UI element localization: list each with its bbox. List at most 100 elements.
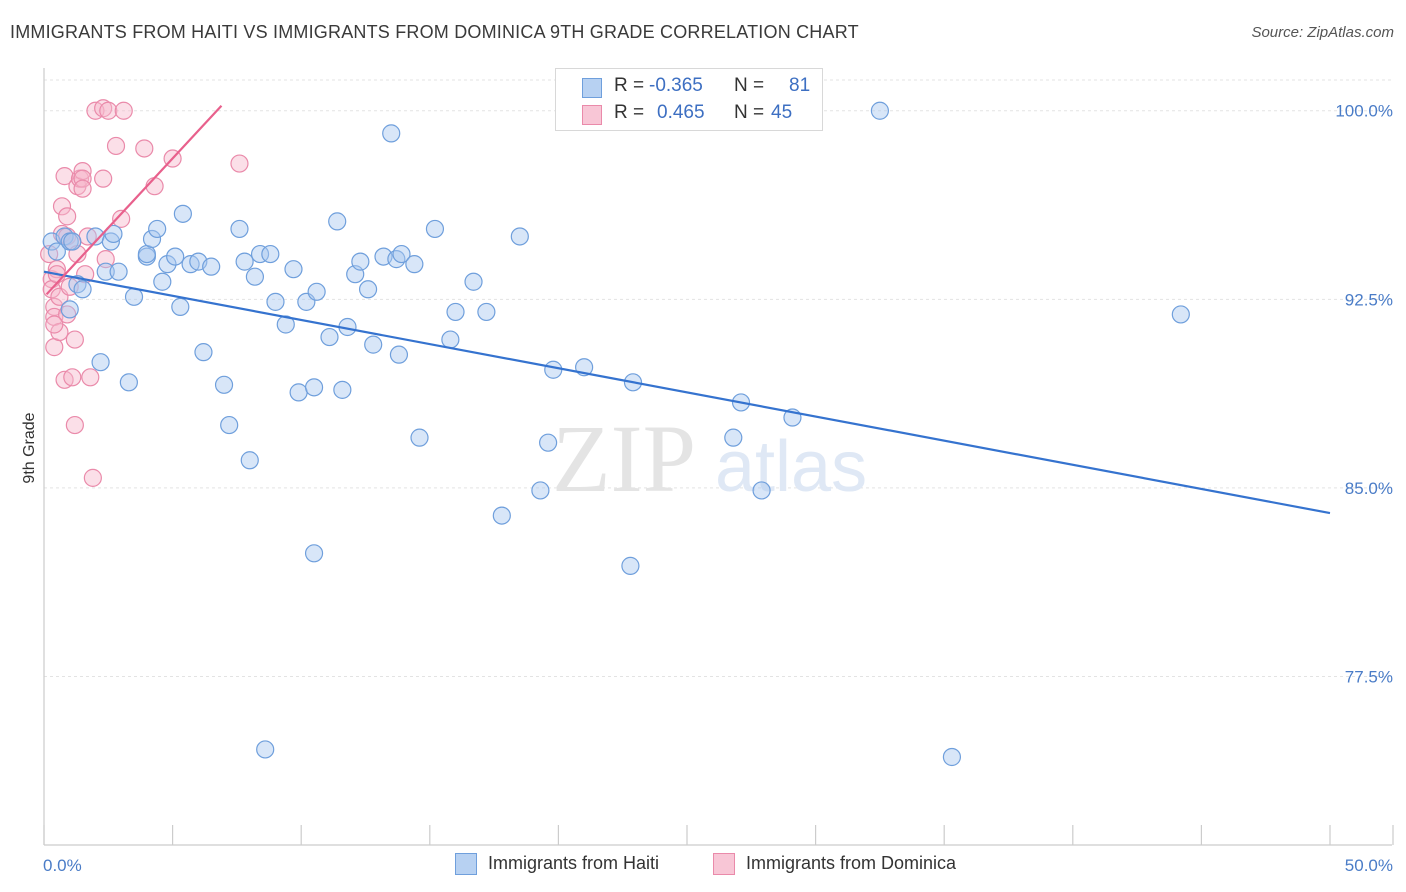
haiti-point (1171, 305, 1190, 324)
haiti-point (289, 383, 308, 402)
haiti-point (250, 244, 270, 264)
haiti-point (333, 380, 352, 399)
haiti-point (153, 272, 172, 291)
y-tick-label: 100.0% (1335, 102, 1393, 121)
r-label: R = (614, 102, 645, 123)
r-value: 0.465 (657, 102, 705, 123)
haiti-point (171, 297, 190, 316)
haiti-point (230, 219, 249, 239)
y-tick-label: 92.5% (1345, 290, 1393, 309)
haiti-point (73, 280, 92, 299)
haiti-point (261, 244, 280, 264)
haiti-point (382, 124, 401, 143)
haiti-point (47, 242, 66, 261)
dominica-point (145, 177, 164, 196)
haiti-point (142, 229, 162, 249)
x-tick-labels: 0.0% 50.0% (43, 856, 1393, 875)
haiti-point (351, 252, 370, 271)
haiti-point (109, 262, 128, 281)
haiti-legend-swatch (455, 853, 477, 875)
dominica-trend-line (45, 104, 223, 296)
dominica-point (230, 154, 249, 173)
axes (43, 68, 1394, 846)
dominica-point (58, 305, 77, 324)
y-tick-labels: 100.0% 92.5% 85.0% 77.5% (1335, 102, 1393, 687)
dominica-points (40, 99, 249, 487)
dominica-point (52, 224, 72, 244)
haiti-point (240, 451, 259, 470)
dominica-point (73, 161, 92, 181)
dominica-point (45, 338, 64, 357)
source-label: Source: ZipAtlas.com (1251, 24, 1394, 41)
dominica-point (112, 209, 131, 228)
haiti-point (194, 343, 213, 362)
n-value: 81 (789, 75, 811, 96)
haiti-point (235, 252, 254, 271)
n-label: N = (734, 75, 765, 96)
haiti-point (68, 275, 87, 294)
haiti-point (266, 292, 285, 311)
dominica-point (65, 415, 84, 435)
haiti-point (544, 360, 563, 379)
x-tick-label: 50.0% (1345, 856, 1393, 875)
dominica-swatch (582, 105, 602, 125)
dominica-point (94, 169, 113, 188)
haiti-point (304, 378, 324, 397)
bottom-legend-haiti: Immigrants from Haiti (455, 851, 695, 877)
r-label: R = (614, 75, 645, 96)
haiti-point (148, 219, 167, 239)
dominica-legend-label: Immigrants from Dominica (746, 853, 957, 873)
haiti-point (284, 260, 303, 279)
haiti-point (539, 433, 558, 452)
haiti-point (119, 373, 138, 392)
n-value: 45 (771, 102, 793, 123)
haiti-point (104, 224, 123, 244)
haiti-point (173, 204, 192, 223)
watermark-zip: ZIP (552, 405, 696, 512)
haiti-point (245, 267, 265, 286)
haiti-point (446, 302, 465, 322)
bottom-legend-dominica: Immigrants from Dominica (713, 851, 1003, 877)
haiti-point (137, 244, 156, 264)
dominica-point (83, 468, 102, 487)
haiti-point (477, 302, 496, 322)
dominica-point (99, 101, 118, 120)
haiti-point (621, 556, 640, 575)
haiti-point (464, 272, 483, 291)
dominica-point (106, 136, 126, 156)
haiti-point (60, 300, 79, 319)
haiti-point (387, 250, 406, 269)
legend-row-dominica: R = 0.465 N = 45 (556, 100, 822, 128)
dominica-point (81, 368, 100, 387)
haiti-point (510, 227, 529, 246)
dominica-point (52, 197, 72, 216)
haiti-point (389, 345, 409, 364)
dominica-point (55, 167, 74, 186)
dominica-point (63, 368, 82, 387)
haiti-point (328, 212, 347, 231)
haiti-point (63, 232, 82, 251)
watermark-atlas: atlas (715, 427, 867, 507)
correlation-legend: R = -0.365 N = 81 R = 0.465 N = 45 (555, 68, 823, 131)
watermark: ZIP atlas (552, 405, 867, 512)
dominica-point (65, 330, 84, 349)
haiti-point (166, 247, 185, 266)
dominica-point (73, 179, 92, 198)
haiti-point (158, 255, 177, 274)
haiti-legend-label: Immigrants from Haiti (488, 853, 660, 873)
trend-lines (43, 104, 1331, 515)
dominica-point (96, 250, 115, 269)
haiti-point (724, 428, 743, 447)
haiti-point (124, 287, 144, 306)
haiti-points (42, 101, 1190, 767)
haiti-point (441, 330, 460, 349)
haiti-point (870, 101, 890, 120)
haiti-point (304, 544, 324, 563)
chart-title: IMMIGRANTS FROM HAITI VS IMMIGRANTS FROM… (10, 22, 859, 42)
haiti-point (96, 262, 115, 281)
haiti-point (942, 747, 962, 767)
haiti-point (214, 375, 234, 394)
haiti-point (358, 280, 378, 299)
haiti-point (320, 327, 339, 347)
